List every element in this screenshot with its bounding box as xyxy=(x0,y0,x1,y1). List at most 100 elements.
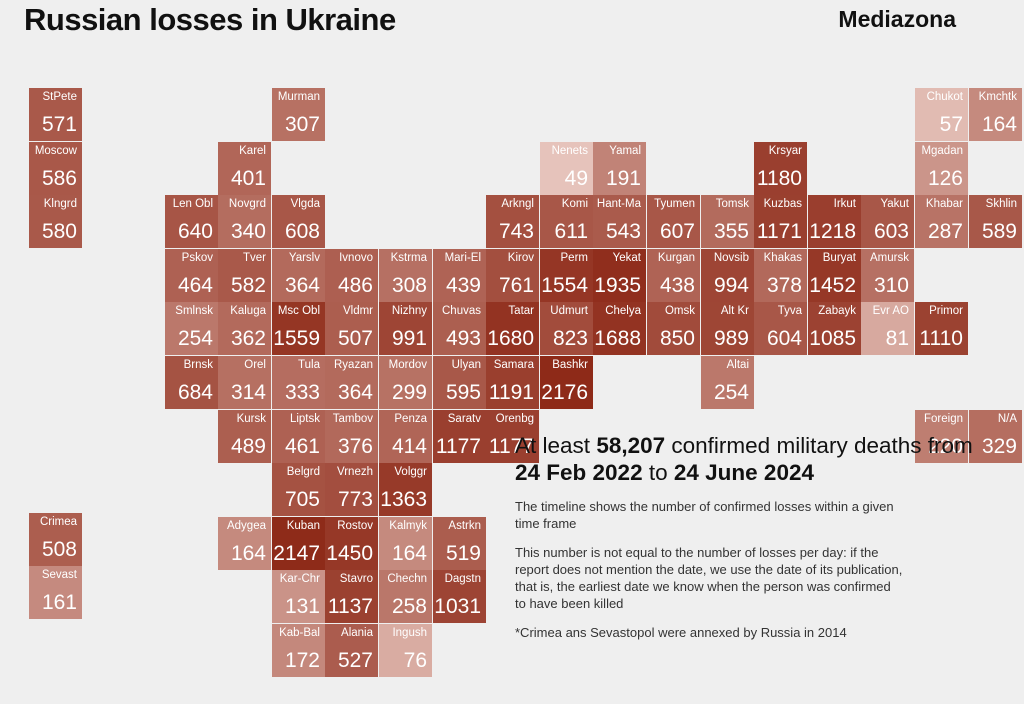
region-label: Liptsk xyxy=(289,413,320,425)
region-label: Evr AO xyxy=(872,305,909,317)
region-tile-pskov: Pskov 464 xyxy=(165,249,218,302)
region-tile-vrnezh: Vrnezh 773 xyxy=(325,463,378,516)
region-value: 76 xyxy=(403,649,427,672)
region-label: Kuzbas xyxy=(763,198,802,210)
region-tile-karel: Karel 401 xyxy=(218,142,271,195)
region-label: Ryazan xyxy=(334,359,373,371)
region-tile-stavro: Stavro 1137 xyxy=(325,570,378,623)
region-value: 1452 xyxy=(809,274,856,297)
headline: At least 58,207 confirmed military death… xyxy=(515,432,985,486)
region-label: Belgrd xyxy=(286,466,320,478)
region-tile-krsyar: Krsyar 1180 xyxy=(754,142,807,195)
region-tile-kursk: Kursk 489 xyxy=(218,410,271,463)
region-value: 1450 xyxy=(326,542,373,565)
region-tile-stpete: StPete 571 xyxy=(29,88,82,141)
region-value: 850 xyxy=(659,327,695,350)
region-value: 364 xyxy=(337,381,373,404)
region-tile-chuvas: Chuvas 493 xyxy=(433,302,486,355)
region-label: Zabayk xyxy=(818,305,856,317)
region-value: 1137 xyxy=(327,595,373,618)
region-value: 314 xyxy=(230,381,266,404)
region-label: Khabar xyxy=(925,198,963,210)
region-value: 438 xyxy=(659,274,695,297)
region-label: Omsk xyxy=(664,305,695,317)
region-value: 376 xyxy=(337,435,373,458)
region-label: Vldmr xyxy=(342,305,373,317)
region-tile-murman: Murman 307 xyxy=(272,88,325,141)
region-value: 603 xyxy=(873,220,909,243)
region-label: Orenbg xyxy=(495,413,534,425)
region-label: Yamal xyxy=(609,145,641,157)
region-label: Ivnovo xyxy=(339,252,373,264)
region-tile-novgrd: Novgrd 340 xyxy=(218,195,271,248)
region-value: 439 xyxy=(445,274,481,297)
region-tile-rostov: Rostov 1450 xyxy=(325,517,378,570)
region-tile-alania: Alania 527 xyxy=(325,624,378,677)
region-label: Buryat xyxy=(822,252,856,264)
region-value: 333 xyxy=(284,381,320,404)
region-tile-mari-el: Mari-El 439 xyxy=(433,249,486,302)
region-label: Adygea xyxy=(226,520,266,532)
region-value: 684 xyxy=(177,381,213,404)
region-value: 1031 xyxy=(434,595,481,618)
brand-logo: Mediazona xyxy=(838,6,956,32)
region-label: Perm xyxy=(560,252,588,264)
region-value: 220 xyxy=(927,435,963,458)
region-value: 1680 xyxy=(487,327,534,350)
region-value: 543 xyxy=(605,220,641,243)
region-value: 486 xyxy=(337,274,373,297)
note-timeline: The timeline shows the number of confirm… xyxy=(515,499,894,531)
region-label: Krsyar xyxy=(768,145,802,157)
region-value: 308 xyxy=(391,274,427,297)
headline-mid: confirmed military deaths from xyxy=(671,433,973,458)
region-label: Mgadan xyxy=(921,145,963,157)
region-tile-yakut: Yakut 603 xyxy=(861,195,914,248)
region-tile-tambov: Tambov 376 xyxy=(325,410,378,463)
region-value: 1218 xyxy=(809,220,856,243)
region-label: N/A xyxy=(997,413,1017,425)
region-tile-khabar: Khabar 287 xyxy=(915,195,968,248)
region-label: Smlnsk xyxy=(175,305,213,317)
region-tile-vldmr: Vldmr 507 xyxy=(325,302,378,355)
region-value: 493 xyxy=(445,327,481,350)
region-tile-foreign: Foreign 220 xyxy=(915,410,968,463)
region-label: Kuban xyxy=(286,520,320,532)
region-value: 994 xyxy=(713,274,749,297)
region-tile-penza: Penza 414 xyxy=(379,410,432,463)
page-title: Russian losses in Ukraine xyxy=(24,2,396,37)
region-tile-altai: Altai 254 xyxy=(701,356,754,409)
region-label: Murman xyxy=(277,91,320,103)
region-label: Bashkr xyxy=(552,359,588,371)
region-label: Tyumen xyxy=(654,198,695,210)
region-tile-adygea: Adygea 164 xyxy=(218,517,271,570)
region-tile-primor: Primor 1110 xyxy=(915,302,968,355)
region-value: 131 xyxy=(284,595,320,618)
region-label: Kaluga xyxy=(230,305,266,317)
region-value: 527 xyxy=(337,649,373,672)
region-tile-omsk: Omsk 850 xyxy=(647,302,700,355)
headline-to-date: 24 June 2024 xyxy=(673,460,814,485)
region-label: StPete xyxy=(42,91,77,103)
region-value: 1110 xyxy=(919,327,963,350)
region-label: Nenets xyxy=(551,145,588,157)
headline-total: 58,207 xyxy=(596,433,666,458)
region-tile-amursk: Amursk 310 xyxy=(861,249,914,302)
region-label: Tula xyxy=(298,359,320,371)
region-label: Kstrma xyxy=(390,252,427,264)
region-tile-saratv: Saratv 1177 xyxy=(433,410,486,463)
region-label: Nizhny xyxy=(391,305,427,317)
region-label: Sevast xyxy=(41,569,77,581)
region-tile-komi: Komi 611 xyxy=(540,195,593,248)
region-value: 1688 xyxy=(594,327,641,350)
region-value: 2176 xyxy=(541,381,588,404)
region-tile-kurgan: Kurgan 438 xyxy=(647,249,700,302)
region-label: Kab-Bal xyxy=(279,627,320,639)
region-tile-yamal: Yamal 191 xyxy=(593,142,646,195)
region-tile-chelya: Chelya 1688 xyxy=(593,302,646,355)
region-tile-chechn: Chechn 258 xyxy=(379,570,432,623)
region-value: 364 xyxy=(284,274,320,297)
region-tile-kaluga: Kaluga 362 xyxy=(218,302,271,355)
region-value: 164 xyxy=(230,542,266,565)
region-tile-ryazan: Ryazan 364 xyxy=(325,356,378,409)
region-tile-vlgda: Vlgda 608 xyxy=(272,195,325,248)
